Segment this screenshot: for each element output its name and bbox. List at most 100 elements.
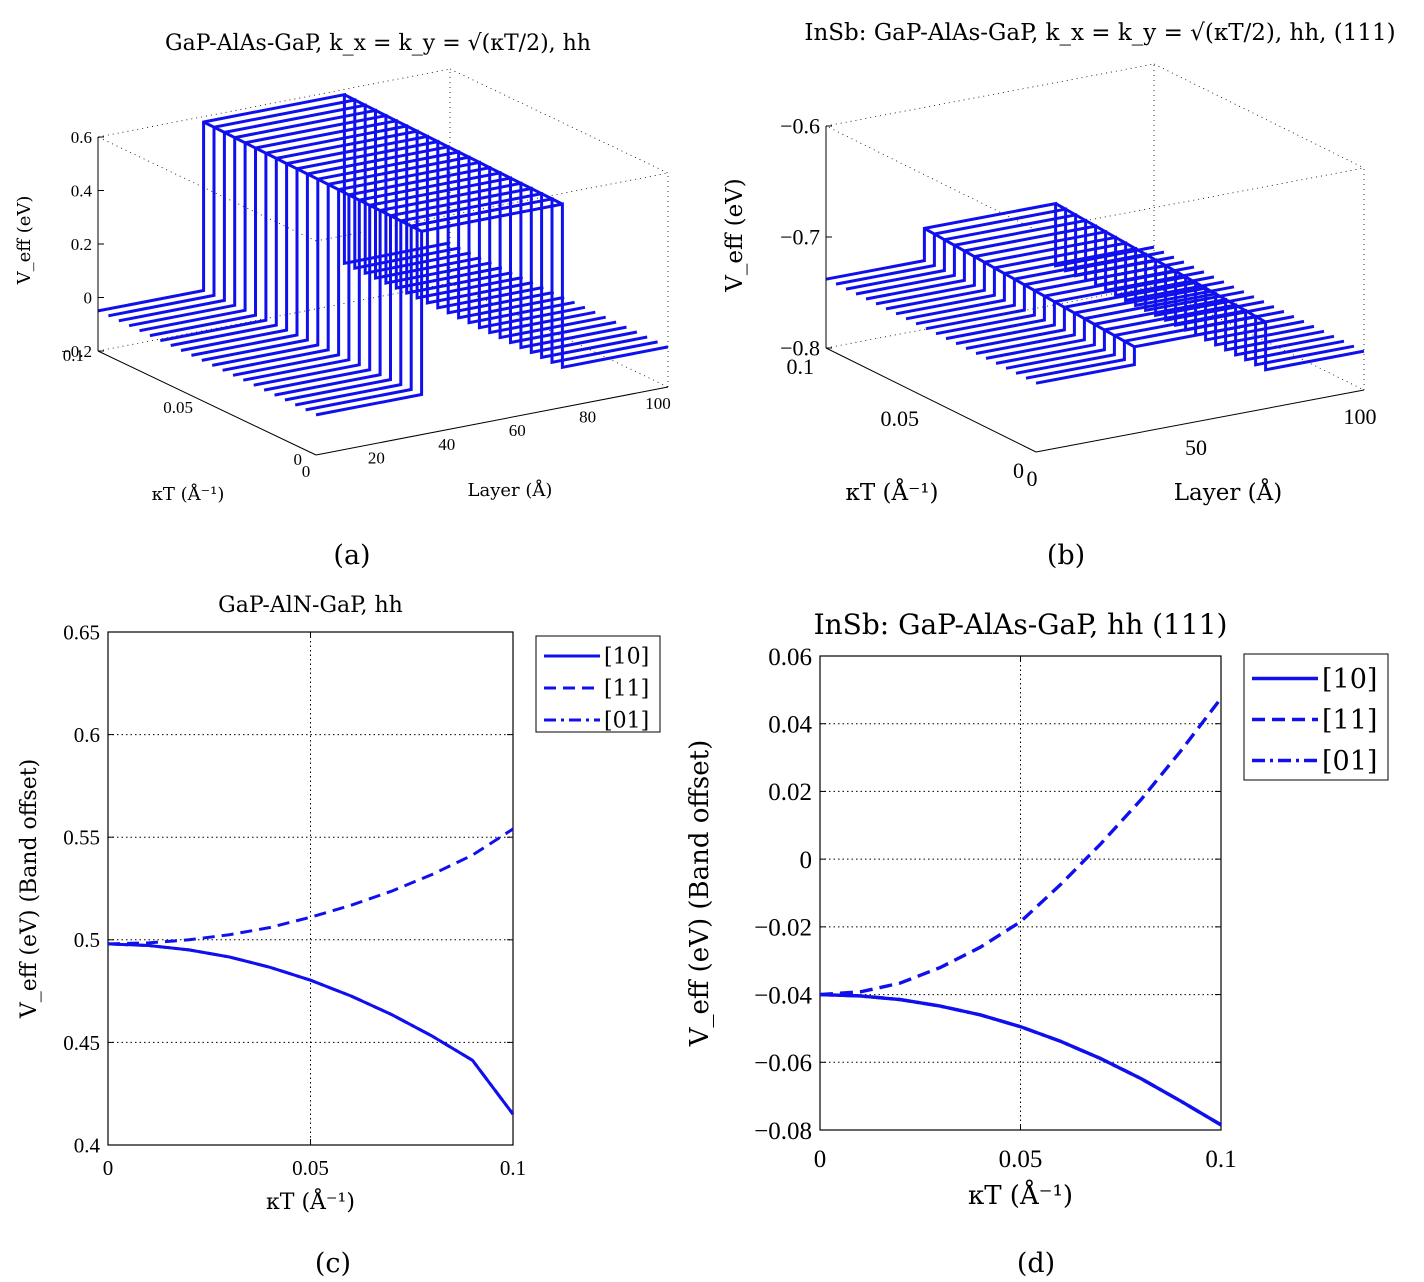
panelB-trace [895, 241, 1225, 316]
panelB-box-edge [1035, 167, 1365, 231]
panelB-trace [1025, 314, 1355, 380]
panelB-trace [925, 258, 1255, 331]
panelA-axis-line [97, 350, 317, 456]
panelB-x-tick-label: 100 [1344, 404, 1377, 429]
panelC-legend-label: [01] [604, 709, 649, 734]
panelA-trace [108, 98, 461, 318]
panelB-ridge [923, 227, 1136, 349]
panelB-box-edge [825, 63, 1155, 127]
panel-a-caption: (a) [333, 540, 370, 571]
panel-b-caption: (b) [1047, 540, 1085, 571]
panelD-y-tick-label: 0.06 [768, 644, 812, 671]
panelC-y-tick-label: 0.4 [74, 1133, 101, 1157]
panelA-trace [284, 186, 638, 402]
panelB-box-edge [825, 285, 1155, 349]
panelB-trace [825, 201, 1155, 281]
panelD-x-tick-label: 0.1 [1205, 1146, 1236, 1173]
panelB-x-tick-label: 0 [1027, 466, 1038, 491]
panelA-x-tick-label: 100 [645, 394, 671, 413]
panelD-legend: [10] [11] [01] [1243, 653, 1389, 781]
panelB-axis-line [825, 347, 1037, 453]
panelA-trace [201, 144, 555, 362]
panelC-x-tick-label: 0.1 [500, 1156, 526, 1180]
panelA-z-tick-label: 0.6 [71, 128, 92, 147]
panelA-z-tick-label: −0.2 [61, 342, 92, 361]
panelD-y-label: V_eff (eV) (Band offset) [685, 740, 715, 1047]
panelB-title: InSb: GaP-AlAs-GaP, k_x = k_y = √(κT/2),… [804, 20, 1395, 46]
panelA-x-tick-label: 60 [509, 421, 526, 440]
panelB-trace [935, 263, 1265, 336]
panelD-y-tick-label: 0.04 [768, 711, 812, 738]
panelA-trace [170, 129, 523, 347]
panelA-trace [160, 124, 513, 343]
panelA-trace [139, 113, 492, 333]
panelB-box-edge [1153, 63, 1365, 169]
panelC-title: GaP-AlN-GaP, hh [218, 593, 403, 618]
panelD-y-tick-label: −0.04 [754, 982, 812, 1009]
panelD-x-label: κT (Å⁻¹) [968, 1179, 1073, 1211]
panelC-legend-label: [11] [604, 677, 649, 702]
panelA-ridge [202, 120, 423, 233]
panelA-box-edge [449, 68, 669, 174]
panelC-y-tick-label: 0.65 [63, 620, 100, 644]
panelA-trace [97, 92, 451, 313]
panelB-trace [915, 252, 1245, 326]
panelB-trace [975, 286, 1305, 355]
panelB-trace [995, 297, 1325, 365]
panelB-y-tick-label: 0.05 [881, 406, 920, 431]
panel-c-caption: (c) [315, 1248, 351, 1279]
panelD-y-tick-label: −0.06 [754, 1050, 812, 1077]
panelA-z-tick-label: 0.2 [71, 235, 92, 254]
panelC-y-tick-label: 0.6 [74, 723, 100, 747]
panelB-trace [885, 235, 1215, 311]
panelA-y-tick-label: 0.1 [63, 346, 84, 365]
panelA-ridge [343, 93, 564, 206]
panelC-x-label: κT (Å⁻¹) [266, 1187, 355, 1215]
panel-c-line-chart: 0 0.05 0.1 0.4 0.45 0.5 0.55 0.6 0.65 GaP-AlN-GaP… [17, 593, 661, 1215]
panelC-series-01 [107, 942, 515, 1116]
panelB-y-tick-label: 0 [1013, 458, 1024, 483]
panelB-box-edge [1153, 285, 1365, 391]
panelA-title: GaP-AlAs-GaP, k_x = k_y = √(κT/2), hh [165, 31, 591, 56]
panelA-trace [274, 181, 627, 397]
panelD-x-tick-label: 0 [814, 1146, 827, 1173]
panelD-y-tick-label: −0.02 [754, 915, 812, 942]
panelB-y-label: κT (Å⁻¹) [846, 478, 939, 506]
panelD-y-tick-label: 0.02 [768, 779, 812, 806]
panelD-y-tick-label: −0.08 [754, 1118, 812, 1145]
panelD-legend-label: [01] [1322, 746, 1377, 777]
panelB-trace [1015, 308, 1345, 375]
panelA-trace [149, 118, 503, 338]
panelA-x-tick-label: 80 [579, 408, 596, 427]
panelB-y-tick-label: 0.1 [787, 354, 815, 379]
panelD-y-tick-label: 0 [800, 847, 813, 874]
panelB-box-edge [825, 125, 1037, 231]
panelA-z-tick-label: 0.4 [71, 181, 93, 200]
panelB-trace [1035, 320, 1365, 385]
panelC-y-tick-label: 0.55 [63, 826, 100, 850]
panelA-trace [118, 103, 472, 323]
panelA-trace [315, 202, 669, 417]
panelA-x-label: Layer (Å) [468, 479, 553, 501]
panelA-trace [211, 150, 565, 367]
panel-a-3d-surface: −0.2 0 0.2 0.4 0.6 0 20 40 60 80 100 0 0.05 0.1 GaP-Al… [14, 31, 671, 505]
panel-d-line-chart: 0 0.05 0.1 −0.08 −0.06 −0.04 −0.02 0 0.02 0.04 0.0… [685, 608, 1389, 1211]
panelA-x-tick-label: 0 [302, 462, 311, 481]
panelB-trace [905, 246, 1235, 321]
panelD-series-01 [819, 992, 1222, 1127]
panelA-y-tick-label: 0 [294, 450, 303, 469]
panelD-legend-label: [11] [1322, 705, 1377, 736]
panelA-box-edge [97, 136, 317, 242]
panelC-legend: [10] [11] [01] [535, 635, 661, 734]
panelC-x-tick-label: 0 [103, 1156, 114, 1180]
panelB-trace [985, 291, 1315, 360]
panelA-z-label: V_eff (eV) [14, 196, 35, 286]
panelA-trace [305, 197, 658, 412]
panelA-z-tick-label: 0 [84, 288, 93, 307]
panelB-ridge [1054, 202, 1267, 324]
panelB-z-tick-label: −0.6 [780, 114, 820, 139]
panelA-trace [180, 134, 534, 352]
panelA-trace [232, 160, 586, 377]
panel-b-3d-surface: −0.8 −0.7 −0.6 0 50 100 0 0.05 0.1 InSb: GaP-AlAs… [722, 20, 1396, 506]
